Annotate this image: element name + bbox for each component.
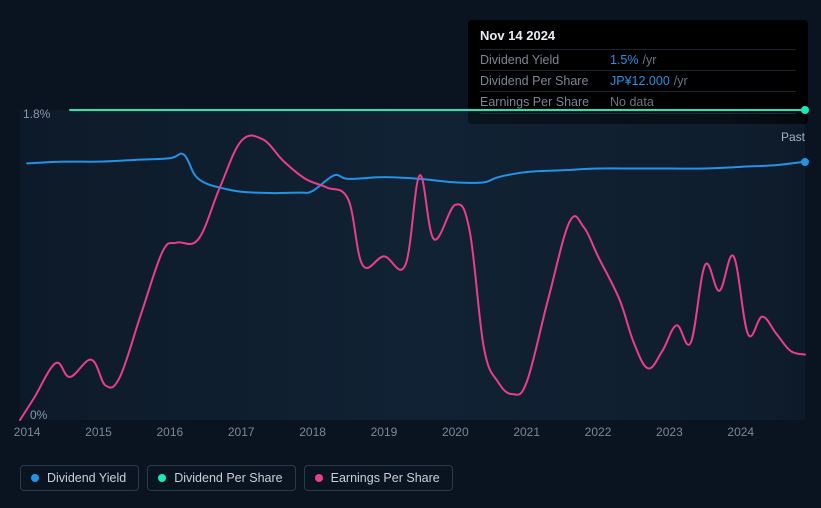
legend-item[interactable]: Dividend Yield [20,465,139,491]
tooltip-row-value: No data [610,95,654,109]
tooltip-row-label: Dividend Per Share [480,74,610,88]
x-axis-tick: 2024 [727,425,754,439]
legend-dot-icon [31,474,39,482]
chart-tooltip: Nov 14 2024 Dividend Yield1.5%/yrDividen… [468,20,808,124]
chart-container: Nov 14 2024 Dividend Yield1.5%/yrDividen… [20,20,805,450]
legend-item[interactable]: Earnings Per Share [304,465,453,491]
x-axis-tick: 2014 [14,425,41,439]
tooltip-row: Dividend Yield1.5% /yr [480,49,796,70]
x-axis-tick: 2023 [656,425,683,439]
x-axis-tick: 2021 [513,425,540,439]
tooltip-row-label: Dividend Yield [480,53,610,67]
tooltip-rows: Dividend Yield1.5%/yrDividend Per ShareJ… [480,49,796,114]
legend-label: Dividend Yield [47,471,126,485]
tooltip-row-value: 1.5% [610,53,639,67]
x-axis-tick: 2015 [85,425,112,439]
x-axis-tick: 2019 [371,425,398,439]
x-axis: 2014201520162017201820192020202120222023… [20,425,805,445]
tooltip-date: Nov 14 2024 [480,28,796,43]
legend-dot-icon [315,474,323,482]
tooltip-row-unit: /yr [643,53,657,67]
series-end-dot [801,106,809,114]
tooltip-row: Dividend Per ShareJP¥12.000/yr [480,70,796,91]
legend-dot-icon [158,474,166,482]
x-axis-tick: 2020 [442,425,469,439]
legend-label: Dividend Per Share [174,471,282,485]
chart-lines-svg [20,110,805,420]
plot-area[interactable] [20,110,805,420]
legend-label: Earnings Per Share [331,471,440,485]
series-end-dot [801,158,809,166]
tooltip-row-unit: /yr [674,74,688,88]
tooltip-row-value: JP¥12.000 [610,74,670,88]
x-axis-tick: 2016 [157,425,184,439]
x-axis-tick: 2018 [299,425,326,439]
chart-legend: Dividend Yield Dividend Per Share Earnings… [20,465,453,491]
x-axis-tick: 2022 [585,425,612,439]
tooltip-row-label: Earnings Per Share [480,95,610,109]
x-axis-tick: 2017 [228,425,255,439]
legend-item[interactable]: Dividend Per Share [147,465,295,491]
